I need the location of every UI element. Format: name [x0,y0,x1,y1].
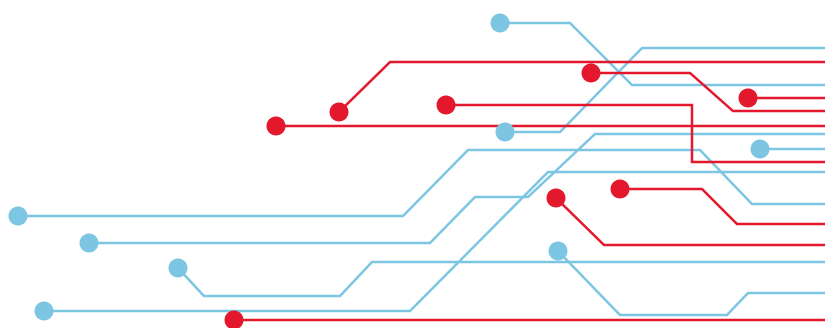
blue-trace-node [9,207,28,226]
red-trace-node [547,189,566,208]
blue-trace-node [496,123,515,142]
blue-trace-line [89,134,825,243]
red-trace-node [267,117,286,136]
red-trace-node [330,103,349,122]
red-trace-node [582,64,601,83]
blue-trace-node [80,234,99,253]
red-trace-line [620,189,825,224]
trace-lines-layer [18,23,825,320]
blue-trace-line [178,262,825,296]
blue-trace-line [44,172,825,311]
blue-trace-node [751,140,770,159]
blue-trace-node [549,242,568,261]
red-trace-node [611,180,630,199]
red-trace-node [739,89,758,108]
blue-trace-node [491,14,510,33]
blue-trace-line [505,48,825,132]
red-trace-node [225,311,244,328]
blue-trace-line [500,23,825,85]
blue-trace-node [169,259,188,278]
blue-trace-line [558,251,825,315]
blue-trace-line [18,150,825,216]
red-trace-node [437,96,456,115]
blue-trace-node [35,302,54,321]
